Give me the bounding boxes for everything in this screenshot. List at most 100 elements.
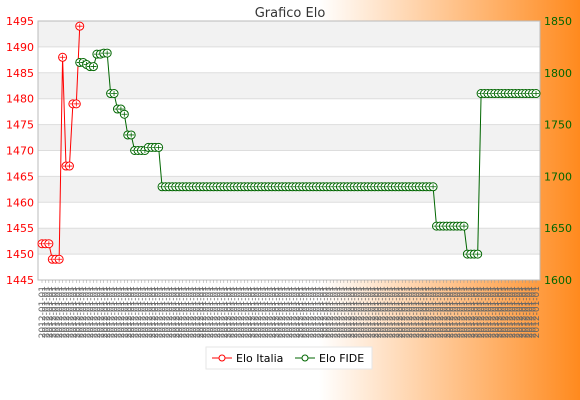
y-left-tick-label: 1475 — [6, 119, 34, 132]
x-tick-label: 2012-01-01 — [364, 286, 374, 338]
x-tick-label: 2012-01-01 — [525, 286, 535, 338]
x-tick-label: 2012-01-01 — [261, 286, 271, 338]
data-point-mark — [73, 101, 80, 107]
x-tick-label: 2012-01-01 — [223, 286, 233, 338]
x-tick-label: 2012-01-01 — [199, 286, 209, 338]
x-tick-label: 2012-01-01 — [216, 286, 226, 338]
grid-band — [38, 150, 540, 177]
x-tick-label: 2012-01-01 — [316, 286, 326, 338]
x-tick-label: 2012-01-01 — [302, 286, 312, 338]
x-tick-label: 2012-01-01 — [354, 286, 364, 338]
x-tick-label: 2012-01-01 — [55, 286, 65, 338]
x-tick-label: 2012-01-01 — [467, 286, 477, 338]
grid-band — [38, 98, 540, 125]
y-left-tick-label: 1465 — [6, 170, 34, 183]
x-tick-label: 2012-01-01 — [433, 286, 443, 338]
x-tick-label: 2012-01-01 — [419, 286, 429, 338]
x-tick-label: 2012-01-01 — [52, 286, 62, 338]
x-tick-label: 2012-01-01 — [505, 286, 515, 338]
x-tick-label: 2012-01-01 — [498, 286, 508, 338]
x-tick-label: 2012-01-01 — [357, 286, 367, 338]
x-tick-label: 2012-01-01 — [175, 286, 185, 338]
x-tick-label: 2012-01-01 — [127, 286, 137, 338]
data-point-mark — [111, 91, 118, 97]
x-tick-label: 2012-01-01 — [347, 286, 357, 338]
x-tick-label: 2012-01-01 — [371, 286, 381, 338]
grid-band — [38, 46, 540, 73]
x-tick-label: 2012-01-01 — [443, 286, 453, 338]
legend-marker — [301, 354, 309, 362]
x-tick-label: 2012-01-01 — [391, 286, 401, 338]
x-tick-label: 2012-01-01 — [436, 286, 446, 338]
y-left-tick-label: 1445 — [6, 274, 34, 287]
x-tick-label: 2012-01-01 — [65, 286, 75, 338]
x-tick-label: 2012-01-01 — [203, 286, 213, 338]
x-tick-label: 2012-01-01 — [309, 286, 319, 338]
x-tick-label: 2012-01-01 — [113, 286, 123, 338]
x-tick-label: 2012-01-01 — [210, 286, 220, 338]
data-point-mark — [117, 106, 124, 112]
data-point-mark — [76, 23, 83, 29]
x-tick-label: 2012-01-01 — [299, 286, 309, 338]
y-right-tick-label: 1600 — [544, 274, 572, 287]
x-tick-label: 2012-01-01 — [282, 286, 292, 338]
x-tick-label: 2012-01-01 — [148, 286, 158, 338]
x-tick-label: 2012-01-01 — [151, 286, 161, 338]
x-tick-label: 2012-01-01 — [457, 286, 467, 338]
x-tick-label: 2012-01-01 — [103, 286, 113, 338]
x-tick-label: 2012-01-01 — [415, 286, 425, 338]
x-tick-label: 2012-01-01 — [59, 286, 69, 338]
x-tick-label: 2012-01-01 — [481, 286, 491, 338]
x-tick-label: 2012-01-01 — [162, 286, 172, 338]
x-tick-label: 2012-01-01 — [89, 286, 99, 338]
x-tick-label: 2012-01-01 — [398, 286, 408, 338]
x-tick-label: 2012-01-01 — [450, 286, 460, 338]
x-tick-label: 2012-01-01 — [189, 286, 199, 338]
x-tick-label: 2012-01-01 — [453, 286, 463, 338]
x-tick-label: 2012-01-01 — [69, 286, 79, 338]
x-tick-label: 2012-01-01 — [522, 286, 532, 338]
data-point-mark — [90, 64, 97, 70]
x-tick-label: 2012-01-01 — [254, 286, 264, 338]
data-point-mark — [474, 251, 481, 257]
x-tick-label: 2012-01-01 — [76, 286, 86, 338]
x-tick-label: 2012-01-01 — [196, 286, 206, 338]
x-tick-label: 2012-01-01 — [343, 286, 353, 338]
grid-band — [38, 72, 540, 99]
x-tick-label: 2012-01-01 — [384, 286, 394, 338]
y-left-tick-label: 1490 — [6, 41, 34, 54]
x-tick-label: 2012-01-01 — [295, 286, 305, 338]
x-tick-label: 2012-01-01 — [186, 286, 196, 338]
y-left-tick-label: 1460 — [6, 196, 34, 209]
x-tick-label: 2012-01-01 — [247, 286, 257, 338]
x-tick-label: 2012-01-01 — [134, 286, 144, 338]
x-tick-label: 2012-01-01 — [340, 286, 350, 338]
data-point-mark — [104, 50, 111, 56]
y-right-tick-label: 1700 — [544, 170, 572, 183]
data-point-mark — [533, 91, 539, 97]
x-tick-label: 2012-01-01 — [402, 286, 412, 338]
x-tick-label: 2012-01-01 — [227, 286, 237, 338]
x-tick-label: 2012-01-01 — [131, 286, 141, 338]
x-tick-label: 2012-01-01 — [234, 286, 244, 338]
x-tick-label: 2012-01-01 — [326, 286, 336, 338]
x-tick-label: 2012-01-01 — [278, 286, 288, 338]
data-point-mark — [45, 241, 52, 247]
y-left-tick-label: 1470 — [6, 145, 34, 158]
data-point-mark — [460, 223, 467, 229]
x-tick-label: 2012-01-01 — [288, 286, 298, 338]
x-tick-label: 2012-01-01 — [323, 286, 333, 338]
x-tick-label: 2012-01-01 — [96, 286, 106, 338]
grid-band — [38, 228, 540, 255]
data-point-mark — [121, 111, 128, 117]
y-left-tick-label: 1455 — [6, 222, 34, 235]
x-tick-label: 2012-01-01 — [484, 286, 494, 338]
grid-band — [38, 124, 540, 151]
x-tick-label: 2012-01-01 — [258, 286, 268, 338]
x-tick-label: 2012-01-01 — [446, 286, 456, 338]
x-tick-label: 2012-01-01 — [213, 286, 223, 338]
x-tick-label: 2012-01-01 — [124, 286, 134, 338]
x-tick-label: 2012-01-01 — [336, 286, 346, 338]
x-tick-label: 2012-01-01 — [511, 286, 521, 338]
